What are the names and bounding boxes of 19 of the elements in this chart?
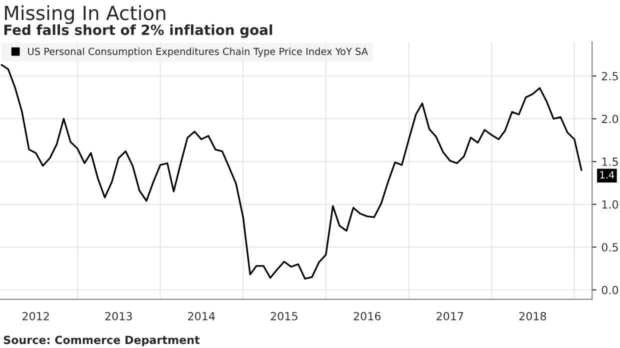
annotation: 1.4 <box>600 171 614 178</box>
y-tick-label: 0.5 <box>602 243 618 252</box>
y-tick-label: 1.5 <box>602 158 618 166</box>
y-tick-label: 0.0 <box>602 286 618 294</box>
y-tick-label: 2.5 <box>602 72 618 80</box>
x-tick-label: 2013 <box>105 312 132 320</box>
x-tick-label: 2016 <box>354 312 381 320</box>
x-tick-label: 2018 <box>519 312 546 320</box>
legend-label: US Personal Consumption Expenditures Chain Type Price Index YoY SA <box>28 48 368 58</box>
chart-title: Missing In Action <box>5 5 166 24</box>
line-series <box>0 64 582 280</box>
y-tick-label: 2.0 <box>602 114 618 124</box>
x-tick-label: 2012 <box>22 312 49 320</box>
chart-subtitle: Fed falls short of 2% inflation goal <box>4 24 272 38</box>
x-tick-label: 2015 <box>270 312 298 320</box>
x-tick-label: 2014 <box>188 312 215 320</box>
source-note: Source: Commerce Department <box>4 336 200 346</box>
y-tick-label: 1.0 <box>602 200 618 209</box>
x-tick-label: 2017 <box>436 312 464 320</box>
